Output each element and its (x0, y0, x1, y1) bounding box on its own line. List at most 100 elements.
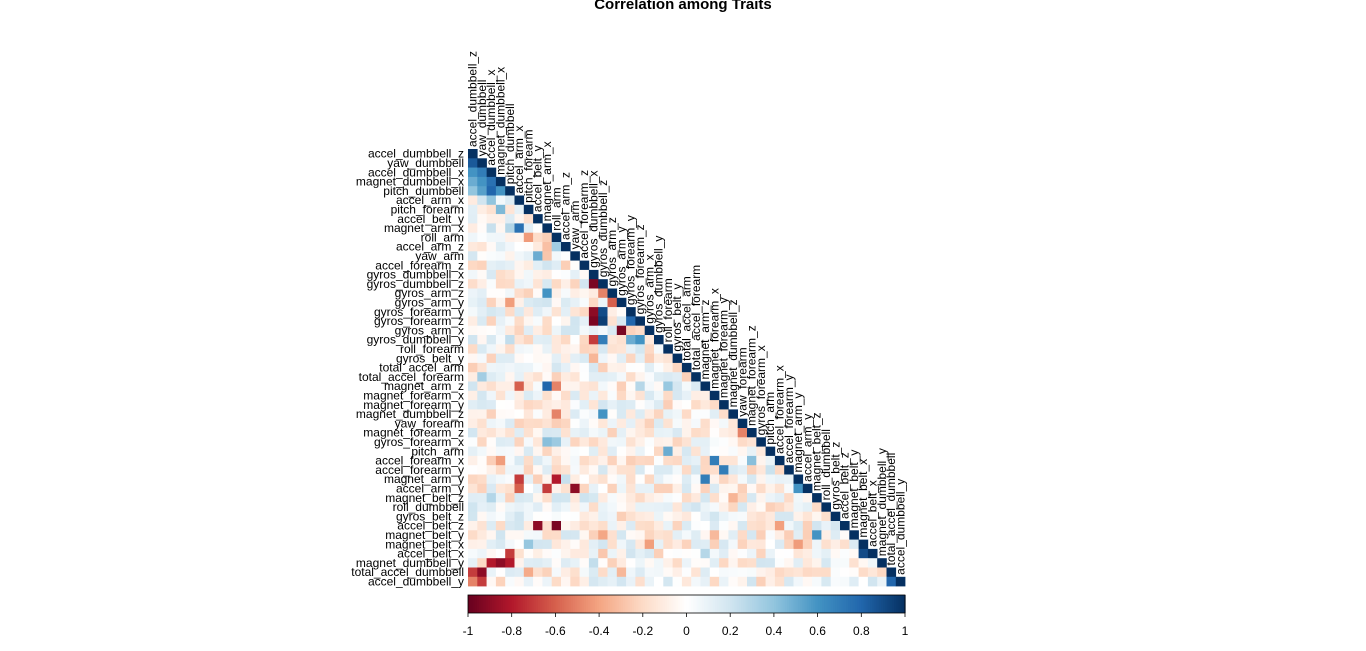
heatmap-cell (477, 502, 487, 512)
heatmap-cell (523, 307, 534, 317)
heatmap-cell (691, 493, 701, 503)
heatmap-cell (747, 455, 757, 466)
colorbar-segment (754, 595, 758, 613)
heatmap-cell (644, 474, 655, 485)
heatmap-cell (588, 530, 599, 540)
heatmap-cell (523, 521, 534, 531)
heatmap-cell (663, 539, 673, 550)
heatmap-cell (626, 446, 636, 457)
colorbar-segment (723, 595, 727, 613)
colorbar-segment (511, 595, 515, 613)
heatmap-cell (663, 455, 673, 466)
heatmap-cell (514, 418, 525, 429)
heatmap-cell (514, 269, 525, 280)
heatmap-cell (533, 530, 543, 540)
heatmap-cell (598, 567, 608, 578)
heatmap-cell (523, 381, 534, 392)
heatmap-cell (468, 530, 478, 540)
heatmap-cell (477, 251, 487, 261)
heatmap-cell (542, 502, 552, 512)
colorbar-segment (483, 595, 487, 613)
heatmap-cell (598, 353, 608, 364)
heatmap-cell (551, 511, 562, 522)
colorbar-segment (575, 595, 578, 613)
colorbar-segment (555, 595, 559, 613)
colorbar-segment (596, 595, 600, 613)
heatmap-cell (542, 511, 552, 522)
colorbar-segment (902, 595, 906, 613)
column-label: accel_forearm_x (773, 365, 787, 454)
heatmap-cell (784, 530, 794, 540)
heatmap-cell (709, 521, 720, 531)
heatmap-cell (793, 474, 804, 485)
heatmap-cell (542, 474, 552, 485)
heatmap-cell (495, 176, 506, 187)
heatmap-cell (616, 353, 627, 364)
heatmap-cell (644, 576, 655, 587)
colorbar-segment (758, 595, 762, 613)
heatmap-cell (542, 307, 552, 317)
colorbar-segment (747, 595, 751, 613)
heatmap-cell (654, 437, 664, 447)
colorbar-segment (811, 595, 814, 613)
heatmap-cell (561, 465, 571, 475)
heatmap-cell (616, 521, 627, 531)
heatmap-cell (514, 576, 525, 587)
heatmap-cell (477, 186, 487, 196)
column-label: magnet_forearm_z (745, 325, 759, 426)
heatmap-cell (495, 381, 506, 392)
heatmap-cell (533, 214, 543, 224)
heatmap-cell (719, 548, 729, 559)
colorbar-segment (662, 595, 666, 613)
heatmap-cell (654, 576, 664, 587)
column-labels: accel_dumbbell_zyaw_dumbbellaccel_dumbbe… (466, 51, 908, 575)
colorbar-segment (738, 595, 742, 613)
heatmap-cell (514, 362, 525, 373)
heatmap-cell (607, 297, 618, 308)
heatmap-cell (681, 567, 692, 578)
heatmap-cell (495, 502, 506, 512)
heatmap-cell (495, 372, 506, 382)
colorbar-segment (832, 595, 836, 613)
heatmap-cell (700, 558, 711, 568)
heatmap-cell (626, 307, 636, 317)
heatmap-cell (877, 567, 887, 578)
heatmap-cell (523, 242, 534, 252)
heatmap-cell (542, 465, 552, 475)
heatmap-cell (468, 158, 478, 168)
heatmap-cell (598, 372, 608, 382)
heatmap-cell (672, 493, 683, 503)
colorbar-segment (585, 595, 589, 613)
row-label: magnet_forearm_y (363, 398, 464, 412)
colorbar-segment (806, 595, 810, 613)
colorbar-segment (876, 595, 880, 613)
heatmap-cell (626, 428, 636, 438)
heatmap-cell (672, 353, 683, 364)
heatmap-cell (561, 344, 571, 354)
heatmap-cell (654, 558, 664, 568)
heatmap-cell (570, 502, 580, 512)
colorbar-segment (612, 595, 615, 613)
heatmap-cell (709, 465, 720, 475)
heatmap-cell (486, 465, 497, 475)
heatmap-cell (821, 548, 831, 559)
heatmap-cell (588, 465, 599, 475)
heatmap-cell (607, 428, 618, 438)
heatmap-cell (533, 288, 543, 299)
heatmap-cell (514, 279, 525, 289)
colorbar-segment (824, 595, 827, 613)
colorbar-segment (826, 595, 830, 613)
colorbar-segment (797, 595, 801, 613)
heatmap-cell (654, 353, 664, 364)
heatmap-cell (858, 539, 869, 550)
heatmap-cell (579, 530, 590, 540)
row-label: gyros_arm_y (395, 295, 464, 309)
heatmap-cell (477, 344, 487, 354)
heatmap-cell (616, 344, 627, 354)
colorbar-segment (894, 595, 897, 613)
heatmap-cell (570, 465, 580, 475)
colorbar-segment (837, 595, 841, 613)
heatmap-cell (542, 437, 552, 447)
colorbar-segment (599, 595, 602, 613)
heatmap-cell (533, 316, 543, 326)
